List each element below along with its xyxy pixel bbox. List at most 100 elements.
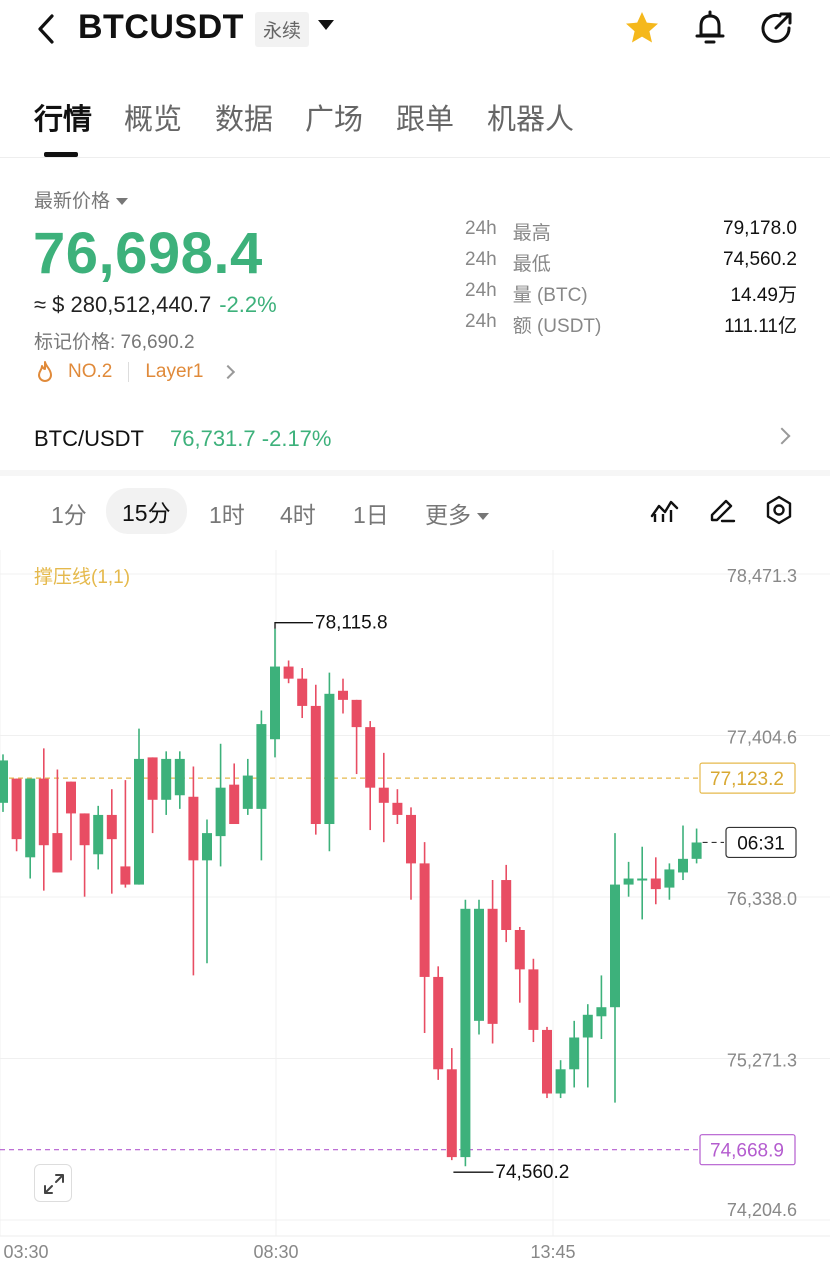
candle-body — [79, 813, 90, 846]
y-tick-label: 77,404.6 — [727, 728, 797, 748]
high-marker-label: 78,115.8 — [315, 613, 388, 634]
candle-body — [283, 666, 294, 679]
indicator-icon[interactable] — [649, 494, 681, 526]
countdown-label: 06:31 — [737, 833, 785, 854]
stat-turnover: 24h 额 (USDT) 111.11亿 — [465, 311, 797, 337]
candle-body — [555, 1069, 566, 1094]
draw-pencil-icon[interactable] — [706, 494, 738, 526]
chevron-down-icon[interactable] — [318, 20, 334, 30]
timeframe-4h[interactable]: 4时 — [280, 502, 316, 528]
stat-volume: 24h 量 (BTC) 14.49万 — [465, 280, 797, 306]
tab-square[interactable]: 广场 — [305, 104, 364, 136]
candle-body — [582, 1014, 593, 1038]
indicator-label: 撑压线(1,1) — [34, 567, 131, 588]
candle-body — [610, 884, 620, 1008]
symbol-title[interactable]: BTCUSDT — [78, 8, 244, 46]
x-tick-label: 03:30 — [3, 1242, 48, 1262]
share-icon[interactable] — [756, 8, 796, 48]
kline-svg: 78,471.3 77,404.6 76,338.0 75,271.3 74,204.6… — [0, 550, 830, 1262]
candle-body — [419, 863, 430, 977]
tab-overview[interactable]: 概览 — [124, 104, 183, 136]
candle-body — [134, 758, 144, 885]
tab-data[interactable]: 数据 — [215, 104, 274, 136]
settings-hexagon-icon[interactable] — [763, 494, 795, 526]
contract-type-badge: 永续 — [255, 12, 310, 47]
candle-body — [66, 781, 76, 814]
candle-body — [106, 814, 117, 840]
price-change: -2.2% — [219, 292, 277, 317]
low-marker-label: 74,560.2 — [495, 1162, 569, 1183]
candle-body — [93, 814, 104, 855]
bell-icon[interactable] — [690, 8, 730, 48]
candle-body — [678, 858, 688, 873]
tab-bots[interactable]: 机器人 — [487, 104, 575, 136]
candle-body — [174, 758, 185, 796]
kline-chart[interactable]: 78,471.3 77,404.6 76,338.0 75,271.3 74,204.6… — [0, 550, 830, 1266]
candle-body — [161, 758, 172, 800]
candle-body — [406, 814, 416, 864]
tag-divider — [128, 362, 130, 382]
last-price-label[interactable]: 最新价格 — [34, 186, 129, 213]
candle-body — [120, 866, 131, 885]
candle-body — [215, 787, 226, 837]
category-tag: Layer1 — [145, 361, 204, 382]
section-divider — [0, 470, 830, 476]
tag-row[interactable]: NO.2 Layer1 — [34, 358, 236, 386]
candle-body — [202, 833, 212, 861]
chevron-right-icon — [773, 427, 791, 445]
y-tick-label: 75,271.3 — [727, 1051, 797, 1071]
main-tabs: 行情 概览 数据 广场 跟单 机器人 — [0, 90, 830, 158]
candle-body — [623, 878, 634, 885]
candle-body — [351, 699, 362, 728]
y-tick-label: 78,471.3 — [727, 566, 797, 586]
candle-body — [637, 878, 648, 881]
timeframe-15m[interactable]: 15分 — [106, 488, 187, 534]
candle-body — [501, 880, 512, 930]
candle-body — [0, 760, 8, 803]
star-icon[interactable] — [622, 8, 662, 48]
candle-body — [324, 693, 335, 825]
resistance-price-box — [699, 762, 796, 794]
caret-down-icon — [477, 513, 489, 521]
timeframe-more[interactable]: 更多 — [425, 496, 489, 530]
spot-pair-row[interactable]: BTC/USDT 76,731.7 -2.17% — [0, 416, 830, 460]
mark-price: 标记价格: 76,690.2 — [34, 332, 195, 353]
approx-value: ≈ $ 280,512,440.7 -2.2% — [34, 292, 277, 317]
tab-copy-trading[interactable]: 跟单 — [396, 104, 455, 136]
candle-body — [664, 869, 675, 888]
candle-body — [514, 929, 525, 970]
x-tick-label: 13:45 — [530, 1242, 575, 1262]
spot-pair-price: 76,731.7 -2.17% — [170, 426, 332, 451]
candle-body — [52, 833, 63, 873]
support-price-box — [699, 1134, 796, 1166]
timeframe-bar: 1分 15分 1时 4时 1日 更多 — [0, 486, 830, 536]
candle-body — [691, 842, 702, 859]
candle-body — [487, 908, 498, 1024]
y-tick-label: 76,338.0 — [727, 889, 797, 909]
chevron-right-icon — [221, 364, 236, 380]
candle-body — [474, 908, 484, 1021]
tab-market[interactable]: 行情 — [34, 104, 93, 136]
candle-body — [650, 878, 661, 890]
candle-body — [297, 678, 308, 706]
timeframe-1m[interactable]: 1分 — [51, 502, 87, 528]
candle-body — [365, 727, 376, 788]
candle-body — [270, 666, 280, 740]
candle-body — [229, 784, 240, 825]
candle-body — [310, 705, 321, 825]
candle-body — [433, 976, 444, 1070]
candle-body — [11, 778, 22, 840]
candle-body — [38, 778, 49, 846]
resistance-price-label: 77,123.2 — [710, 769, 784, 790]
candle-body — [242, 775, 253, 809]
fire-icon — [38, 361, 52, 382]
stat-low: 24h 最低 74,560.2 — [465, 249, 797, 275]
candle-body — [188, 796, 199, 861]
spot-pair-name: BTC/USDT — [34, 426, 144, 451]
back-icon[interactable] — [30, 10, 64, 48]
timeframe-1h[interactable]: 1时 — [209, 502, 245, 528]
timeframe-1d[interactable]: 1日 — [353, 502, 389, 528]
candle-body — [378, 787, 389, 803]
expand-chart-button[interactable] — [34, 1164, 72, 1202]
countdown-box — [725, 826, 797, 859]
